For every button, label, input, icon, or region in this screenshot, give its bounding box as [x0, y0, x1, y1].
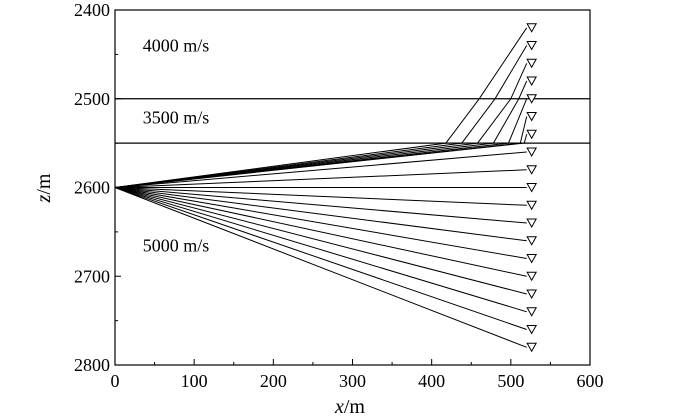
receiver-triangle [526, 147, 538, 158]
receiver-triangle [526, 165, 538, 175]
x-tick-label: 300 [339, 371, 366, 391]
receiver-triangle [526, 307, 538, 317]
ray-path [114, 187, 527, 224]
receiver-triangle [526, 41, 538, 51]
receiver-triangle [526, 254, 538, 264]
ray-path [114, 63, 528, 188]
receiver-triangle [526, 76, 538, 87]
layer-velocity-label: 5000 m/s [143, 235, 210, 255]
layer-velocity-label: 4000 m/s [143, 36, 210, 56]
ray-path [114, 45, 528, 188]
z-axis-title: z/m [33, 173, 55, 203]
z-tick-label: 2600 [74, 178, 110, 198]
ray-path [114, 187, 527, 206]
x-axis-title-unit: /m [344, 396, 366, 418]
receiver-triangle [526, 342, 538, 353]
x-tick-label: 100 [181, 371, 208, 391]
ray-path [114, 80, 528, 188]
receiver-triangle [526, 23, 538, 33]
receiver-triangle [526, 271, 538, 282]
rays-group [114, 27, 528, 348]
ray-path [114, 187, 527, 277]
ticks-group: 0 100 200 300 400 500 600 2400 2500 2600 2700 2800 [74, 0, 604, 391]
receiver-triangle [526, 289, 538, 300]
receiver-triangle [526, 58, 538, 69]
receiver-triangle [526, 236, 538, 246]
ray-path [114, 187, 527, 259]
ray-path [114, 187, 527, 348]
ray-path [114, 187, 527, 295]
x-tick-label: 200 [260, 371, 287, 391]
layer-velocity-label: 3500 m/s [143, 108, 210, 128]
z-axis-title-italic: z [33, 194, 55, 203]
labels-group: 4000 m/s 3500 m/s 5000 m/s [143, 36, 210, 256]
receiver-triangle [526, 94, 538, 104]
receivers-group [526, 23, 538, 353]
z-tick-label: 2500 [74, 89, 110, 109]
z-tick-label: 2400 [74, 0, 110, 20]
ray-path [114, 27, 528, 188]
z-tick-label: 2700 [74, 266, 110, 286]
ray-path [114, 187, 527, 330]
x-tick-label: 400 [418, 371, 445, 391]
ray-path [114, 187, 527, 313]
z-axis-title-unit: /m [33, 173, 55, 195]
receiver-triangle [526, 325, 538, 335]
interfaces-group [115, 98, 590, 144]
receiver-triangle [526, 200, 538, 211]
z-tick-label: 2800 [74, 355, 110, 375]
receiver-triangle [526, 218, 538, 229]
ray-path [114, 169, 527, 188]
x-axis-title-italic: x [334, 396, 344, 418]
receiver-triangle [526, 129, 538, 140]
receiver-triangle [526, 183, 538, 193]
x-tick-label: 600 [577, 371, 604, 391]
receiver-triangle [526, 112, 538, 122]
ray-path [114, 187, 527, 242]
ray-path [114, 151, 527, 188]
x-axis-title: x/m [334, 396, 365, 418]
x-tick-label: 0 [111, 371, 120, 391]
x-tick-label: 500 [497, 371, 524, 391]
